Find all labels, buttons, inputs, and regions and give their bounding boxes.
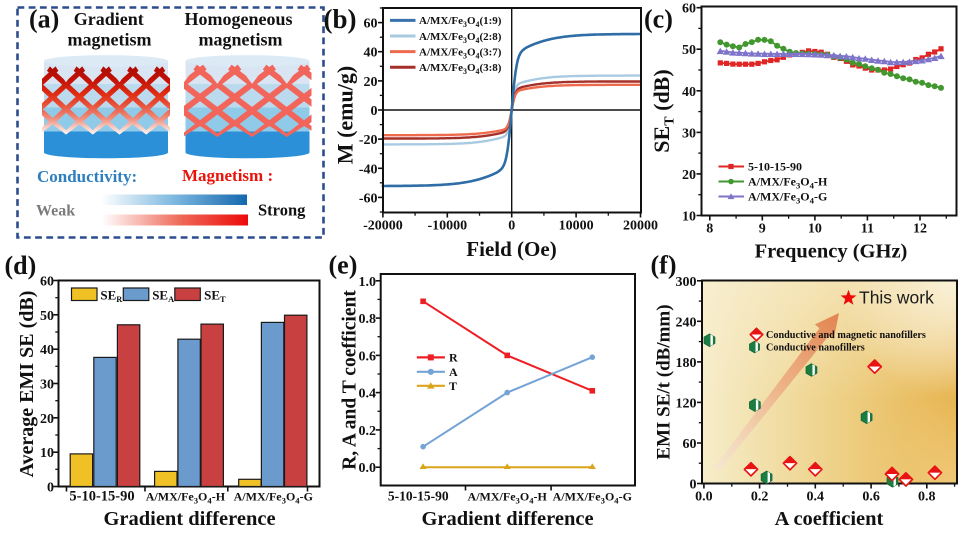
svg-text:A/MX/Fe3O4-G: A/MX/Fe3O4-G [748,190,827,206]
svg-text:Gradient difference: Gradient difference [103,508,275,530]
svg-text:30: 30 [40,378,54,393]
svg-text:(e): (e) [329,251,358,280]
svg-text:20: 20 [40,412,54,427]
svg-text:0.4: 0.4 [807,490,825,505]
svg-text:10000: 10000 [559,219,594,234]
svg-text:R: R [449,351,458,365]
svg-text:A/MX/Fe3O4-G: A/MX/Fe3O4-G [234,490,313,506]
svg-text:T: T [449,379,457,393]
svg-text:Conductivity:: Conductivity: [37,167,137,186]
svg-text:0: 0 [508,219,515,234]
svg-text:60: 60 [682,2,696,17]
svg-text:(c): (c) [644,5,673,34]
svg-text:-10000: -10000 [427,219,467,234]
svg-text:11: 11 [861,222,874,237]
svg-text:-60: -60 [359,191,378,206]
svg-text:0.8: 0.8 [918,490,936,505]
svg-text:A/MX/Fe3O4-H: A/MX/Fe3O4-H [468,490,548,506]
svg-text:5-10-15-90: 5-10-15-90 [69,489,134,505]
svg-text:A/MX/Fe3O4-H: A/MX/Fe3O4-H [146,490,226,506]
svg-text:-40: -40 [359,162,378,177]
svg-text:0: 0 [371,104,378,119]
svg-text:magnetism: magnetism [199,30,283,50]
svg-text:0.4: 0.4 [359,387,377,402]
svg-text:-20: -20 [359,133,378,148]
svg-text:60: 60 [40,275,54,290]
svg-text:20: 20 [364,75,378,90]
svg-text:A/MX/Fe3O4(3:7): A/MX/Fe3O4(3:7) [419,46,502,60]
svg-text:1.0: 1.0 [359,275,377,290]
svg-text:Homogeneous: Homogeneous [185,9,293,29]
svg-text:Conductive nanofillers: Conductive nanofillers [766,343,865,354]
svg-text:0.2: 0.2 [359,424,377,439]
svg-text:Strong: Strong [258,201,306,220]
svg-text:8: 8 [706,222,713,237]
svg-text:60: 60 [683,437,697,452]
svg-text:This work: This work [859,288,934,308]
svg-text:Magnetism :: Magnetism : [182,166,273,185]
svg-text:A/MX/Fe3O4(1:9): A/MX/Fe3O4(1:9) [419,15,502,29]
svg-text:60: 60 [364,17,378,32]
svg-text:40: 40 [40,343,54,358]
svg-text:10: 10 [40,446,54,461]
svg-text:5-10-15-90: 5-10-15-90 [388,489,449,504]
svg-text:20000: 20000 [623,219,658,234]
svg-text:0.6: 0.6 [862,490,880,505]
svg-text:5-10-15-90: 5-10-15-90 [748,160,802,174]
svg-text:40: 40 [364,46,378,61]
svg-text:-20000: -20000 [363,219,403,234]
svg-text:A: A [449,365,458,379]
svg-text:50: 50 [40,309,54,324]
svg-text:50: 50 [682,43,696,58]
svg-text:Field (Oe): Field (Oe) [466,237,556,261]
svg-text:0.8: 0.8 [359,312,377,327]
svg-text:12: 12 [913,222,927,237]
svg-text:A/MX/Fe3O4(2:8): A/MX/Fe3O4(2:8) [419,31,502,45]
svg-text:0.0: 0.0 [695,490,713,505]
svg-text:Average EMI SE (dB): Average EMI SE (dB) [16,291,38,478]
svg-text:magnetism: magnetism [68,30,152,50]
svg-text:Gradient: Gradient [74,9,144,29]
svg-text:(d): (d) [5,251,37,280]
svg-text:Frequency (GHz): Frequency (GHz) [755,241,908,263]
svg-text:0.0: 0.0 [359,461,377,476]
svg-text:A/MX/Fe3O4-G: A/MX/Fe3O4-G [553,490,632,506]
svg-text:0.2: 0.2 [751,490,769,505]
svg-text:20: 20 [682,168,696,183]
svg-text:(b): (b) [324,4,357,34]
svg-text:Gradient difference: Gradient difference [421,508,593,530]
svg-text:A/MX/Fe3O4(3:8): A/MX/Fe3O4(3:8) [419,62,502,76]
svg-text:0: 0 [690,478,697,493]
svg-text:0.6: 0.6 [359,349,377,364]
svg-text:R, A and T coefficient: R, A and T coefficient [340,290,361,470]
svg-text:300: 300 [676,275,697,290]
svg-text:M (emu/g): M (emu/g) [333,66,358,164]
svg-text:240: 240 [676,315,697,330]
svg-text:10: 10 [808,222,822,237]
svg-text:180: 180 [676,356,697,371]
svg-text:Weak: Weak [36,203,75,220]
svg-text:9: 9 [759,222,766,237]
svg-text:120: 120 [676,396,697,411]
svg-text:40: 40 [682,85,696,100]
svg-text:EMI SE/t (dB/mm): EMI SE/t (dB/mm) [654,304,675,459]
svg-text:0: 0 [47,481,54,496]
svg-text:(f): (f) [651,251,677,280]
svg-text:A/MX/Fe3O4-H: A/MX/Fe3O4-H [748,175,828,191]
svg-text:30: 30 [682,126,696,141]
svg-text:A coefficient: A coefficient [775,508,884,530]
svg-text:Conductive and magnetic nanofi: Conductive and magnetic nanofillers [766,330,926,341]
svg-text:(a): (a) [29,5,59,34]
svg-text:10: 10 [682,210,696,225]
svg-text:SET​ (dB): SET​ (dB) [649,69,678,152]
